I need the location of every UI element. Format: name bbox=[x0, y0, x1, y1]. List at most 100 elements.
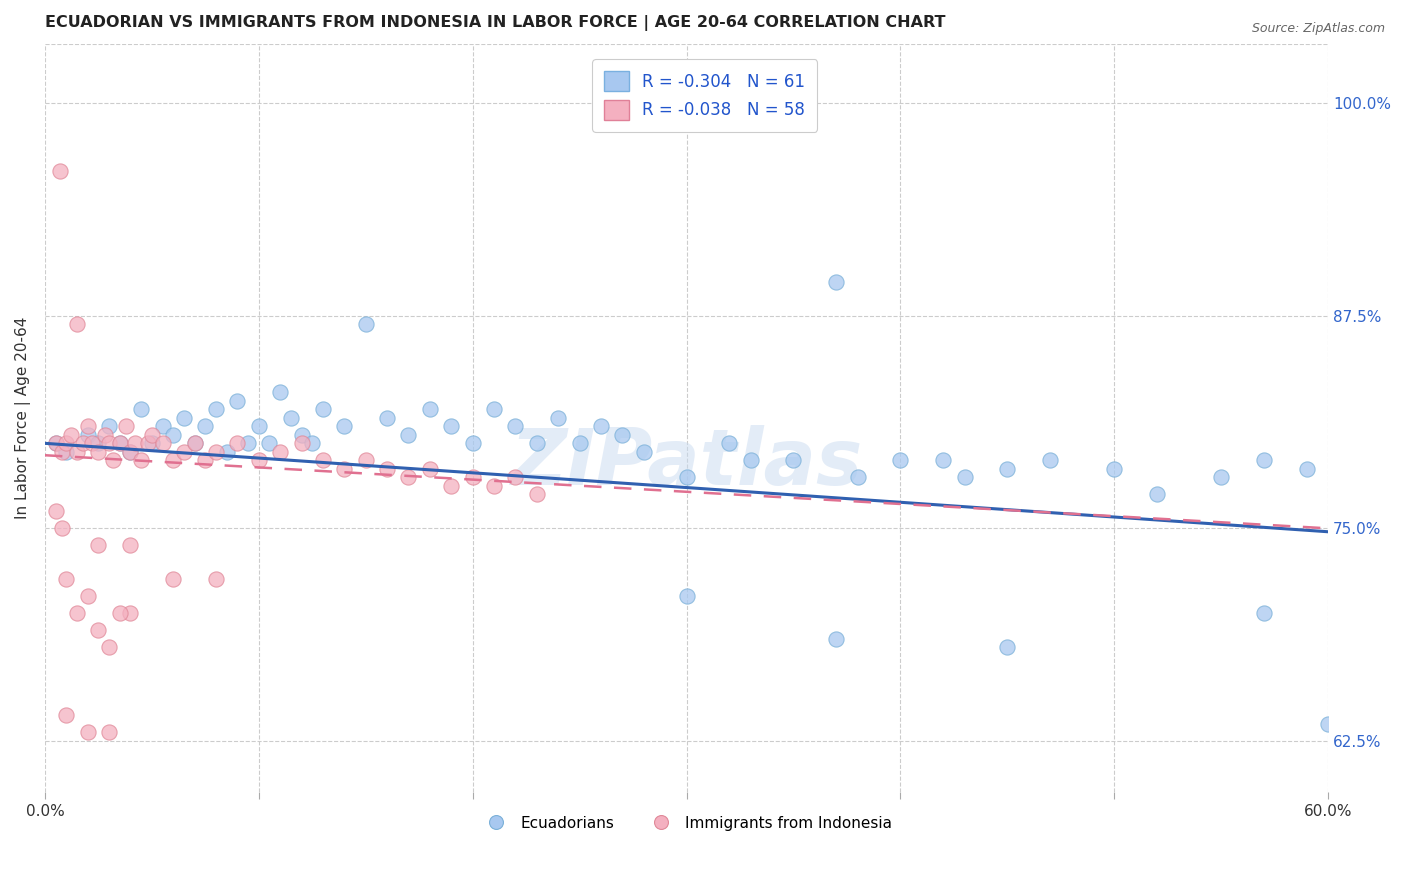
Point bbox=[183, 436, 205, 450]
Point bbox=[633, 445, 655, 459]
Point bbox=[51, 521, 73, 535]
Point bbox=[152, 436, 174, 450]
Point bbox=[76, 725, 98, 739]
Point bbox=[1146, 487, 1168, 501]
Point bbox=[675, 590, 697, 604]
Point bbox=[162, 427, 184, 442]
Point bbox=[215, 445, 238, 459]
Point bbox=[226, 436, 249, 450]
Point bbox=[120, 538, 142, 552]
Y-axis label: In Labor Force | Age 20-64: In Labor Force | Age 20-64 bbox=[15, 317, 31, 519]
Point bbox=[1253, 607, 1275, 621]
Point bbox=[398, 427, 420, 442]
Point bbox=[333, 462, 356, 476]
Point bbox=[1295, 462, 1317, 476]
Point bbox=[226, 393, 249, 408]
Point bbox=[846, 470, 869, 484]
Point bbox=[51, 445, 73, 459]
Point bbox=[269, 445, 291, 459]
Point bbox=[124, 436, 146, 450]
Point bbox=[589, 419, 612, 434]
Point bbox=[205, 445, 228, 459]
Point bbox=[889, 453, 911, 467]
Point bbox=[461, 470, 484, 484]
Point bbox=[1317, 717, 1340, 731]
Point bbox=[59, 427, 82, 442]
Point bbox=[76, 590, 98, 604]
Point bbox=[194, 419, 217, 434]
Point bbox=[87, 445, 110, 459]
Point bbox=[183, 436, 205, 450]
Point bbox=[825, 632, 848, 646]
Point bbox=[526, 487, 548, 501]
Text: ZIPatlas: ZIPatlas bbox=[510, 425, 863, 500]
Point bbox=[236, 436, 259, 450]
Point bbox=[87, 538, 110, 552]
Point bbox=[419, 462, 441, 476]
Point bbox=[108, 607, 131, 621]
Point bbox=[440, 419, 463, 434]
Point bbox=[995, 640, 1018, 655]
Point bbox=[280, 410, 302, 425]
Point bbox=[72, 436, 94, 450]
Point bbox=[66, 445, 89, 459]
Point bbox=[129, 402, 152, 417]
Point bbox=[66, 607, 89, 621]
Point bbox=[547, 410, 569, 425]
Point bbox=[398, 470, 420, 484]
Point bbox=[953, 470, 976, 484]
Point bbox=[55, 445, 77, 459]
Point bbox=[932, 453, 955, 467]
Point bbox=[49, 164, 72, 178]
Point bbox=[98, 725, 121, 739]
Point bbox=[375, 462, 398, 476]
Point bbox=[333, 419, 356, 434]
Point bbox=[1104, 462, 1126, 476]
Point bbox=[108, 436, 131, 450]
Point bbox=[87, 624, 110, 638]
Point bbox=[568, 436, 591, 450]
Point bbox=[55, 573, 77, 587]
Point bbox=[312, 402, 335, 417]
Point bbox=[290, 427, 312, 442]
Point bbox=[162, 453, 184, 467]
Point bbox=[115, 419, 138, 434]
Point bbox=[612, 427, 634, 442]
Point bbox=[76, 419, 98, 434]
Point bbox=[98, 436, 121, 450]
Point bbox=[259, 436, 281, 450]
Text: ECUADORIAN VS IMMIGRANTS FROM INDONESIA IN LABOR FORCE | AGE 20-64 CORRELATION C: ECUADORIAN VS IMMIGRANTS FROM INDONESIA … bbox=[45, 15, 945, 31]
Point bbox=[55, 436, 77, 450]
Point bbox=[87, 436, 110, 450]
Point bbox=[419, 402, 441, 417]
Legend: Ecuadorians, Immigrants from Indonesia: Ecuadorians, Immigrants from Indonesia bbox=[475, 809, 898, 837]
Point bbox=[205, 573, 228, 587]
Point bbox=[825, 275, 848, 289]
Point bbox=[129, 453, 152, 467]
Point bbox=[80, 436, 103, 450]
Point bbox=[173, 445, 195, 459]
Point bbox=[290, 436, 312, 450]
Point bbox=[98, 640, 121, 655]
Point bbox=[55, 708, 77, 723]
Point bbox=[269, 385, 291, 400]
Point bbox=[505, 419, 527, 434]
Point bbox=[301, 436, 323, 450]
Point bbox=[482, 402, 505, 417]
Point bbox=[718, 436, 741, 450]
Point bbox=[103, 453, 125, 467]
Point bbox=[141, 427, 163, 442]
Point bbox=[782, 453, 804, 467]
Point bbox=[505, 470, 527, 484]
Text: Source: ZipAtlas.com: Source: ZipAtlas.com bbox=[1251, 22, 1385, 36]
Point bbox=[152, 419, 174, 434]
Point bbox=[45, 436, 67, 450]
Point bbox=[136, 436, 159, 450]
Point bbox=[94, 427, 117, 442]
Point bbox=[1211, 470, 1233, 484]
Point bbox=[205, 402, 228, 417]
Point bbox=[375, 410, 398, 425]
Point bbox=[461, 436, 484, 450]
Point bbox=[162, 573, 184, 587]
Point bbox=[45, 436, 67, 450]
